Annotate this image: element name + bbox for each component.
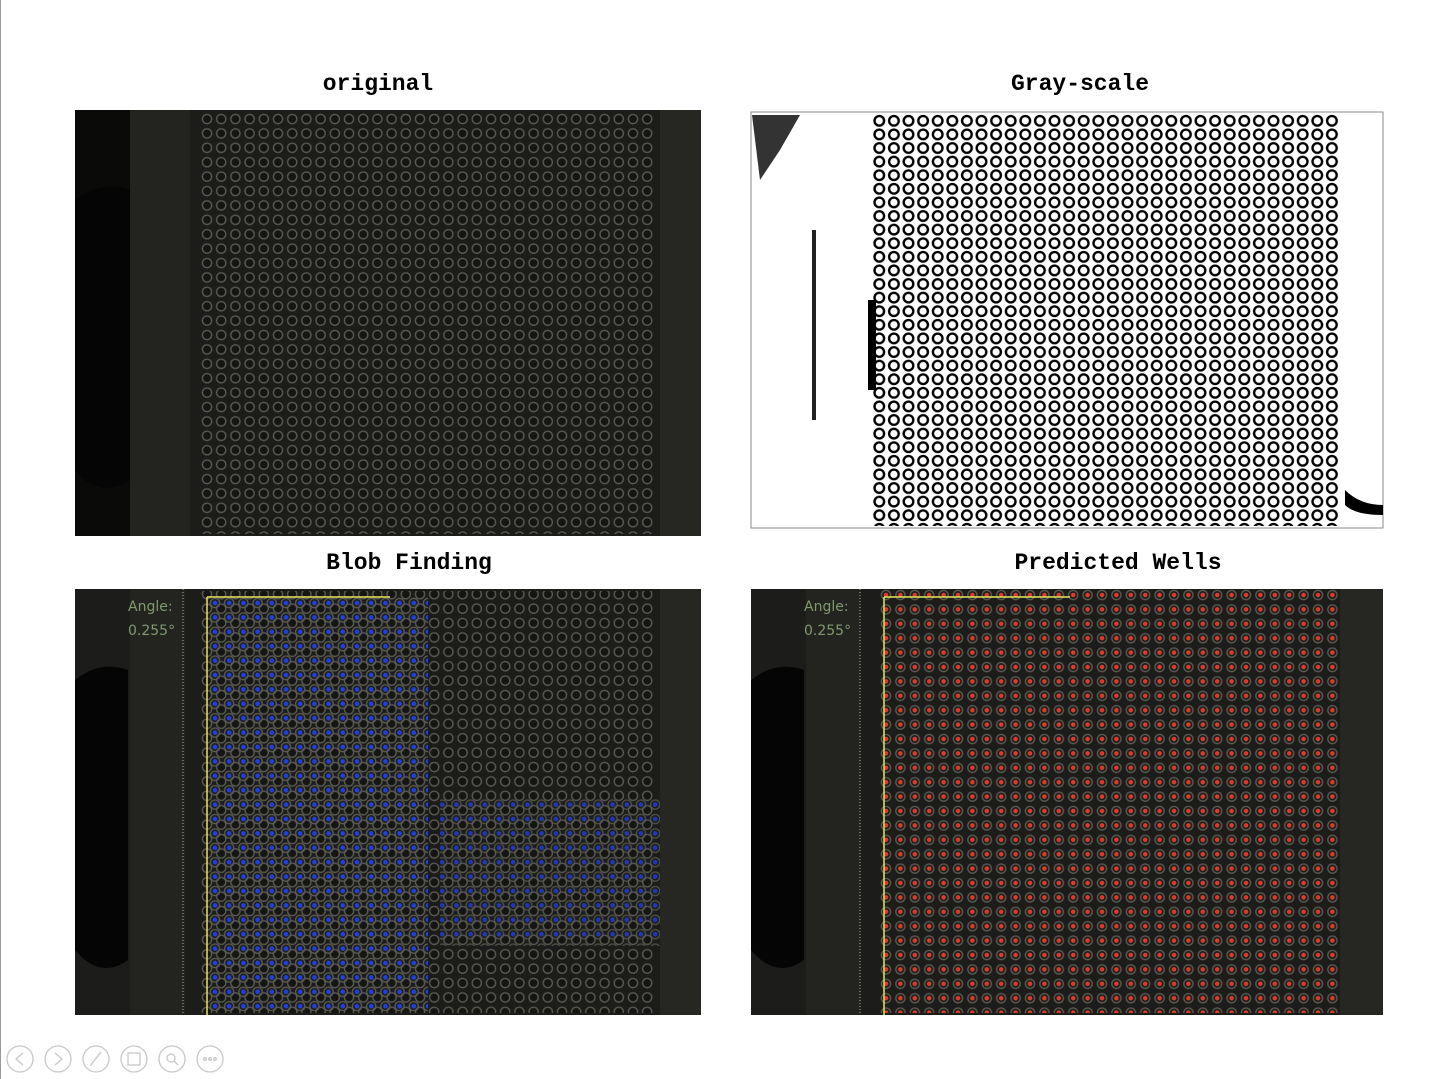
original-image (75, 110, 701, 536)
zoom-button[interactable] (158, 1045, 186, 1073)
viewer-toolbar (6, 1045, 224, 1073)
angle-label: Angle: (804, 599, 849, 615)
more-button[interactable] (196, 1045, 224, 1073)
panel-title: Blob Finding (326, 550, 492, 576)
panel-title: original (323, 71, 433, 97)
predicted-image: Angle: 0.255° (751, 588, 1383, 1015)
angle-label: Angle: (128, 599, 173, 615)
next-button[interactable] (44, 1045, 72, 1073)
panel-title: Gray-scale (1011, 71, 1149, 97)
angle-value: 0.255° (804, 623, 851, 639)
pen-button[interactable] (82, 1045, 110, 1073)
grayscale-image (750, 111, 1384, 529)
panel-title: Predicted Wells (1014, 550, 1221, 576)
prev-button[interactable] (6, 1045, 34, 1073)
slides-button[interactable] (120, 1045, 148, 1073)
blob-image: Angle: 0.255° (75, 589, 701, 1015)
angle-value: 0.255° (128, 623, 175, 639)
